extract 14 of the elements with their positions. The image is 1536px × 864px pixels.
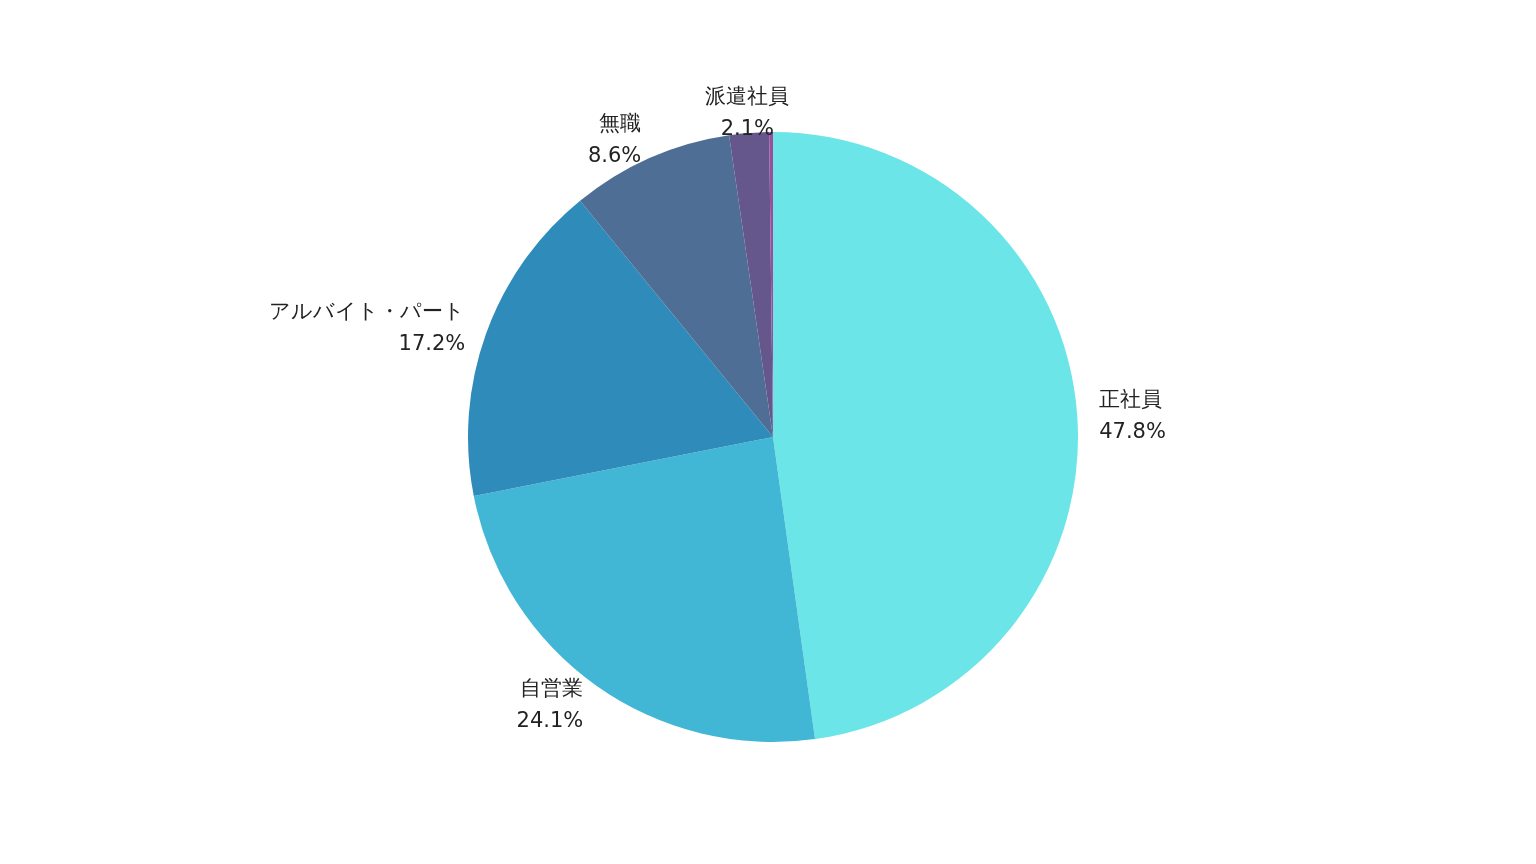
pie-slice	[580, 135, 773, 437]
pie-slice	[473, 437, 816, 742]
data-label: 17.2%	[398, 331, 466, 356]
pie-slice	[468, 200, 773, 497]
slice-label: 無職	[599, 110, 642, 135]
slice-label: アルバイト・パート	[269, 299, 466, 324]
data-label: 2.1%	[720, 116, 775, 141]
slice-label: 派遣社員	[705, 84, 790, 109]
data-label: 24.1%	[516, 708, 584, 733]
pie-slice	[773, 132, 1078, 740]
data-label: 47.8%	[1099, 419, 1166, 444]
data-label: 8.6%	[587, 142, 642, 167]
slice-label: 自営業	[520, 676, 584, 701]
slice-label: 正社員	[1099, 387, 1163, 412]
